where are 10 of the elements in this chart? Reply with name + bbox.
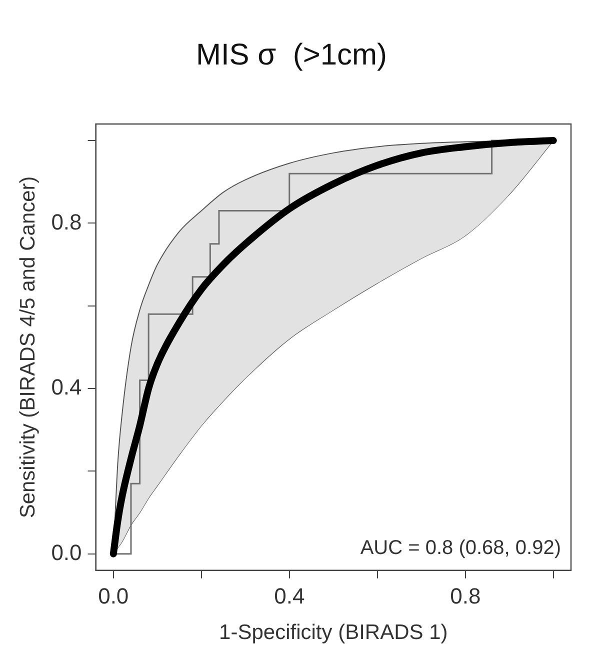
x-axis-title: 1-Specificity (BIRADS 1) — [219, 621, 448, 644]
x-tick-label: 0.0 — [98, 584, 129, 609]
x-tick-label: 0.8 — [450, 584, 481, 609]
y-tick-label: 0.4 — [51, 374, 82, 400]
annotation: AUC = 0.8 (0.68, 0.92) — [360, 536, 561, 559]
x-tick-label: 0.4 — [274, 584, 305, 609]
y-tick-label: 0.8 — [51, 209, 82, 234]
chart-title: MIS σ (>1cm) — [196, 38, 388, 72]
y-tick-label: 0.0 — [51, 540, 82, 565]
y-axis-title: Sensitivity (BIRADS 4/5 and Cancer) — [16, 176, 40, 518]
